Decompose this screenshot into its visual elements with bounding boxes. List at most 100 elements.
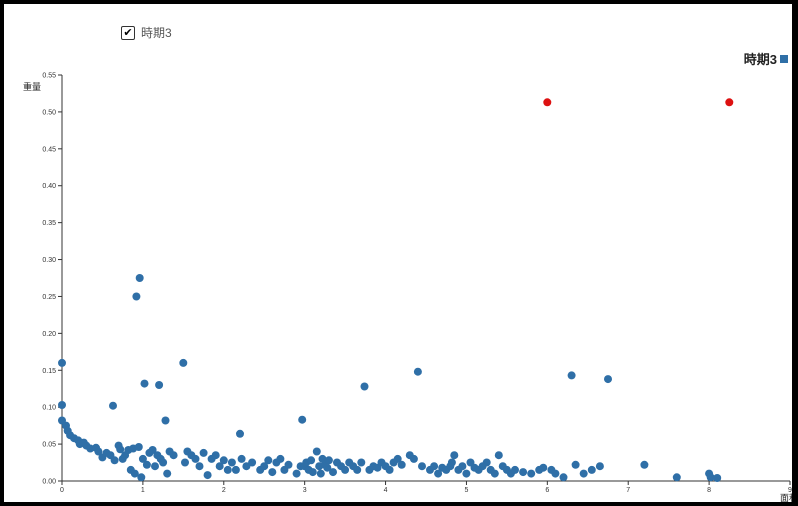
- data-point: [413, 367, 422, 376]
- data-point: [199, 448, 208, 457]
- data-point: [706, 473, 715, 482]
- x-axis: 0 1 2 3 4 5 6 7 8 9: [60, 481, 792, 494]
- y-tick-label: 0.45: [42, 146, 56, 153]
- data-point: [434, 469, 443, 478]
- data-point: [260, 462, 269, 471]
- data-point: [134, 443, 143, 451]
- data-point: [551, 469, 560, 478]
- data-point: [276, 454, 285, 463]
- data-point: [725, 98, 734, 107]
- x-tick-label: 1: [141, 487, 145, 494]
- data-point: [116, 445, 125, 454]
- data-point: [140, 379, 149, 388]
- data-point: [169, 451, 178, 460]
- data-point: [151, 462, 159, 471]
- data-point: [137, 473, 146, 482]
- y-tick-label: 0.15: [42, 368, 56, 375]
- data-point: [511, 465, 519, 474]
- data-point: [447, 458, 456, 467]
- data-point: [248, 458, 257, 467]
- x-tick-label: 6: [545, 487, 549, 494]
- data-point: [393, 454, 402, 463]
- data-point: [181, 458, 189, 467]
- data-point: [109, 401, 117, 410]
- data-point: [409, 454, 418, 463]
- data-point: [264, 456, 273, 465]
- data-point: [385, 465, 394, 474]
- data-point: [559, 473, 568, 482]
- y-tick-label: 0.05: [42, 442, 56, 449]
- data-point: [341, 465, 350, 474]
- y-tick-label: 0.00: [42, 479, 56, 486]
- data-point: [219, 456, 228, 465]
- data-point: [539, 463, 548, 472]
- data-point: [211, 451, 220, 460]
- y-tick-label: 0.20: [42, 331, 56, 338]
- data-point: [329, 468, 337, 477]
- data-point: [316, 469, 325, 478]
- legend-swatch: [780, 54, 788, 63]
- x-tick-label: 9: [788, 487, 792, 494]
- y-axis-label: 重量: [23, 81, 41, 92]
- data-point: [672, 473, 681, 482]
- data-point: [135, 274, 144, 282]
- series-toggle-label: 時期3: [141, 26, 172, 40]
- data-point: [110, 456, 119, 465]
- x-tick-label: 3: [303, 487, 307, 494]
- x-axis-label: 面积: [780, 492, 792, 502]
- data-point: [161, 416, 170, 425]
- data-point: [231, 465, 240, 474]
- x-tick-label: 4: [384, 487, 388, 494]
- x-tick-label: 7: [626, 487, 630, 494]
- data-point: [142, 460, 151, 469]
- data-point: [323, 463, 332, 472]
- data-point: [450, 451, 459, 460]
- data-point: [236, 429, 244, 438]
- data-point: [604, 375, 612, 384]
- x-tick-label: 8: [707, 487, 711, 494]
- data-point: [458, 462, 467, 471]
- data-point: [159, 458, 168, 467]
- data-point: [237, 454, 246, 463]
- data-point: [527, 469, 536, 478]
- data-point: [571, 460, 580, 469]
- data-point: [308, 468, 317, 477]
- data-point: [58, 401, 66, 409]
- data-point: [130, 469, 139, 478]
- data-point: [94, 447, 103, 456]
- y-tick-label: 0.35: [42, 220, 56, 227]
- data-point: [490, 469, 499, 478]
- data-point: [155, 381, 164, 389]
- legend-label: 時期3: [743, 52, 777, 67]
- data-point: [148, 446, 157, 454]
- data-point: [640, 460, 649, 469]
- series-toggle[interactable]: ✔ 時期3: [121, 24, 172, 41]
- legend: 時期3: [744, 49, 788, 68]
- x-tick-label: 2: [222, 487, 226, 494]
- y-tick-label: 0.30: [42, 257, 56, 264]
- data-point: [195, 462, 204, 471]
- data-point: [312, 447, 321, 456]
- data-point: [138, 454, 147, 463]
- data-point: [482, 458, 491, 467]
- data-point: [713, 474, 722, 482]
- data-point: [397, 460, 406, 469]
- checkbox-checked-icon[interactable]: ✔: [121, 25, 135, 40]
- data-point: [215, 462, 224, 471]
- data-point: [179, 358, 188, 367]
- data-point: [298, 415, 307, 424]
- data-point: [223, 465, 232, 474]
- data-point: [203, 471, 212, 480]
- data-point: [543, 98, 552, 107]
- data-point: [132, 292, 141, 301]
- data-point: [191, 454, 200, 463]
- data-point: [58, 358, 66, 367]
- x-tick-label: 5: [464, 487, 468, 494]
- scatter-chart: 0.00 0.05 0.10 0.15 0.20 0.25 0.30 0.35 0.40 0.45…: [23, 73, 792, 503]
- data-point: [284, 460, 293, 469]
- data-point: [519, 468, 528, 477]
- y-tick-label: 0.50: [42, 109, 56, 116]
- data-point: [430, 462, 439, 471]
- data-point: [418, 462, 426, 471]
- data-point: [307, 456, 316, 465]
